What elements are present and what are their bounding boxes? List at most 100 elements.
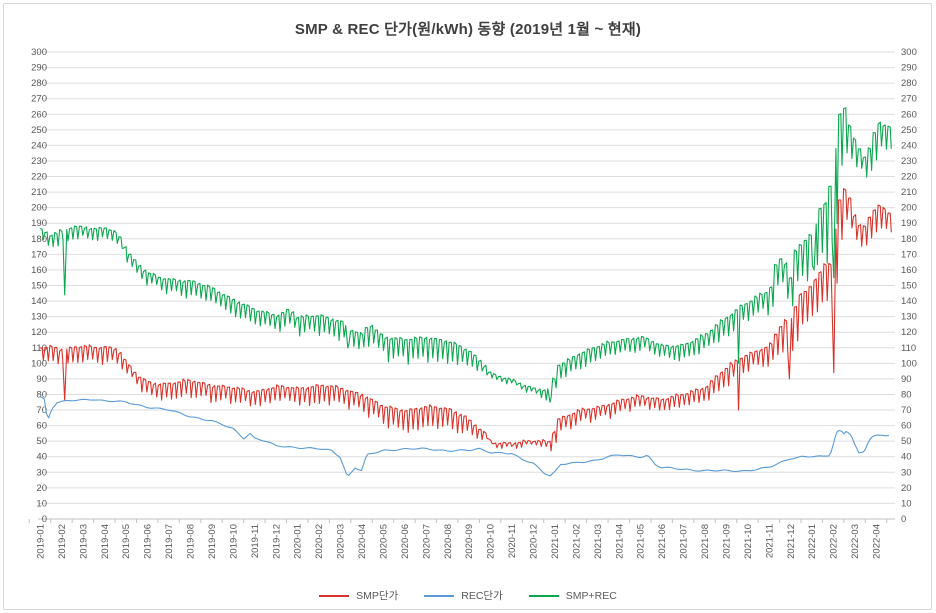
- svg-text:2020-01: 2020-01: [293, 524, 304, 559]
- svg-text:240: 240: [901, 140, 917, 151]
- svg-text:2022-02: 2022-02: [829, 524, 840, 559]
- svg-text:120: 120: [31, 327, 47, 338]
- svg-text:2019-01: 2019-01: [36, 524, 47, 559]
- legend-label-smp: SMP단가: [356, 590, 399, 602]
- svg-text:300: 300: [901, 47, 917, 58]
- svg-text:2021-04: 2021-04: [614, 524, 625, 559]
- svg-text:220: 220: [901, 172, 917, 183]
- svg-text:2020-02: 2020-02: [314, 524, 325, 559]
- gridlines: [38, 51, 895, 520]
- svg-text:2020-07: 2020-07: [421, 524, 432, 559]
- svg-text:160: 160: [31, 265, 47, 276]
- svg-text:160: 160: [901, 265, 917, 276]
- svg-text:2020-04: 2020-04: [357, 524, 368, 559]
- svg-text:240: 240: [31, 140, 47, 151]
- svg-text:2021-10: 2021-10: [743, 524, 754, 559]
- svg-text:150: 150: [31, 281, 47, 292]
- svg-text:2019-06: 2019-06: [143, 524, 154, 559]
- svg-text:0: 0: [42, 514, 47, 525]
- svg-text:80: 80: [901, 389, 912, 400]
- svg-text:250: 250: [901, 125, 917, 136]
- data-series-lines: [39, 107, 892, 477]
- legend-label-rec: REC단가: [461, 590, 503, 602]
- smp-line-swatch-icon: [319, 594, 350, 597]
- svg-text:50: 50: [36, 436, 47, 447]
- svg-text:10: 10: [901, 498, 912, 509]
- svg-text:210: 210: [901, 187, 917, 198]
- svg-text:2019-12: 2019-12: [271, 524, 282, 559]
- svg-text:2019-05: 2019-05: [121, 524, 132, 559]
- svg-text:90: 90: [36, 374, 47, 385]
- svg-text:40: 40: [36, 452, 47, 463]
- y-axis-labels-left: 0 10 20 30 40 50 60 70 80 90 100 110 120 130 140 150 160…: [31, 47, 47, 525]
- legend-item-rec[interactable]: REC단가: [424, 588, 503, 603]
- chart-title: SMP & REC 단가(원/kWh) 동향 (2019년 1월 ~ 현재): [294, 21, 642, 38]
- svg-text:10: 10: [36, 498, 47, 509]
- svg-text:2022-01: 2022-01: [807, 524, 818, 559]
- svg-text:2019-11: 2019-11: [250, 524, 261, 558]
- svg-text:2022-04: 2022-04: [872, 524, 883, 559]
- svg-text:2021-07: 2021-07: [679, 524, 690, 559]
- legend-label-sum: SMP+REC: [565, 589, 617, 602]
- svg-text:200: 200: [31, 203, 47, 214]
- svg-text:30: 30: [36, 467, 47, 478]
- svg-text:180: 180: [901, 234, 917, 245]
- x-axis-ticks: [28, 519, 888, 523]
- svg-text:290: 290: [31, 63, 47, 74]
- svg-text:210: 210: [31, 187, 47, 198]
- legend-item-sum[interactable]: SMP+REC: [528, 589, 617, 602]
- svg-text:140: 140: [901, 296, 917, 307]
- series-line-1: [39, 395, 889, 477]
- svg-text:2021-01: 2021-01: [550, 524, 561, 559]
- series-line-2: [39, 107, 892, 403]
- svg-text:2019-09: 2019-09: [207, 524, 218, 559]
- rec-line-swatch-icon: [424, 594, 455, 597]
- svg-text:100: 100: [901, 358, 917, 369]
- svg-text:70: 70: [36, 405, 47, 416]
- sum-line-swatch-icon: [528, 594, 559, 597]
- legend-item-smp[interactable]: SMP단가: [319, 588, 398, 603]
- series-line-0: [39, 188, 892, 452]
- svg-text:2022-03: 2022-03: [850, 524, 861, 559]
- svg-text:60: 60: [36, 421, 47, 432]
- svg-text:2020-06: 2020-06: [400, 524, 411, 559]
- svg-text:260: 260: [31, 109, 47, 120]
- svg-text:2020-11: 2020-11: [507, 524, 518, 558]
- svg-text:270: 270: [31, 94, 47, 105]
- svg-text:120: 120: [901, 327, 917, 338]
- svg-text:230: 230: [31, 156, 47, 167]
- svg-text:230: 230: [901, 156, 917, 167]
- svg-text:2021-08: 2021-08: [700, 524, 711, 559]
- svg-text:280: 280: [901, 78, 917, 89]
- svg-text:2021-03: 2021-03: [593, 524, 604, 559]
- svg-text:140: 140: [31, 296, 47, 307]
- svg-text:170: 170: [31, 249, 47, 260]
- svg-text:130: 130: [31, 312, 47, 323]
- svg-text:100: 100: [31, 358, 47, 369]
- svg-text:300: 300: [31, 47, 47, 58]
- svg-text:200: 200: [901, 203, 917, 214]
- svg-text:130: 130: [901, 312, 917, 323]
- svg-text:290: 290: [901, 63, 917, 74]
- svg-text:90: 90: [901, 374, 912, 385]
- svg-text:250: 250: [31, 125, 47, 136]
- svg-text:2019-07: 2019-07: [164, 524, 175, 559]
- svg-text:2019-04: 2019-04: [100, 524, 111, 559]
- svg-text:2020-08: 2020-08: [443, 524, 454, 559]
- svg-text:2020-03: 2020-03: [336, 524, 347, 559]
- svg-text:180: 180: [31, 234, 47, 245]
- svg-text:2021-02: 2021-02: [571, 524, 582, 559]
- svg-text:2021-11: 2021-11: [764, 524, 775, 558]
- svg-text:2021-09: 2021-09: [721, 524, 732, 559]
- svg-text:2020-10: 2020-10: [486, 524, 497, 559]
- svg-text:2020-09: 2020-09: [464, 524, 475, 559]
- svg-text:170: 170: [901, 249, 917, 260]
- svg-text:2020-12: 2020-12: [529, 524, 540, 559]
- svg-text:20: 20: [901, 483, 912, 494]
- chart-legend: SMP단가 REC단가 SMP+REC: [0, 588, 936, 603]
- svg-text:2020-05: 2020-05: [378, 524, 389, 559]
- svg-text:30: 30: [901, 467, 912, 478]
- svg-text:2019-08: 2019-08: [186, 524, 197, 559]
